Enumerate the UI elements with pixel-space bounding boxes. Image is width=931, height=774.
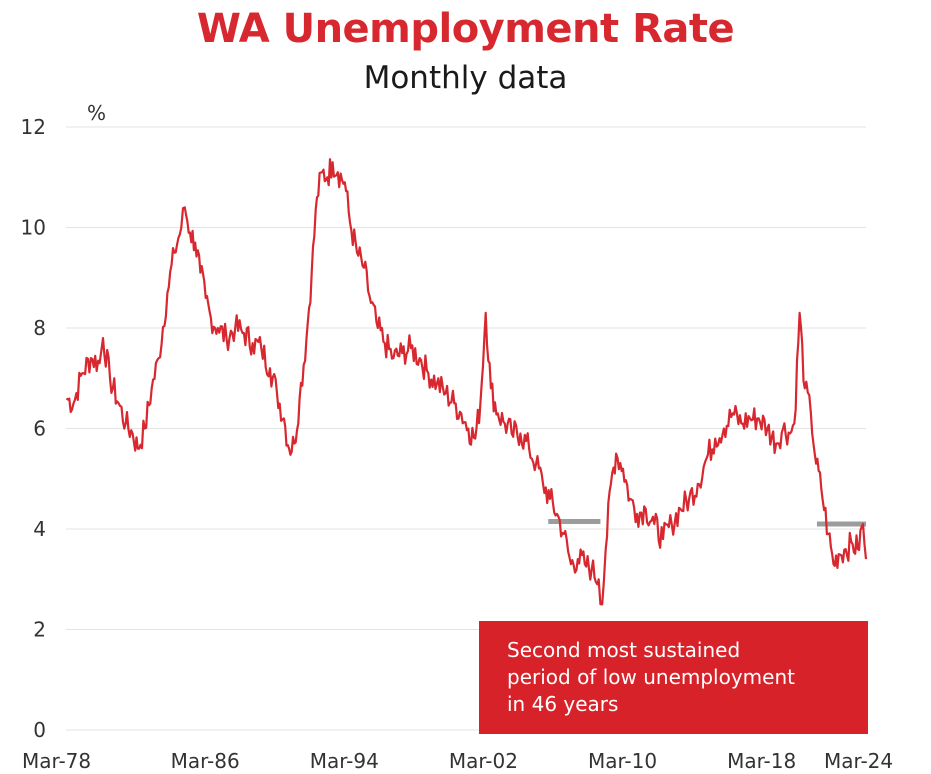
x-tick-label: Mar-18 bbox=[727, 749, 796, 773]
x-tick-label: Mar-10 bbox=[588, 749, 657, 773]
chart-title: WA Unemployment Rate bbox=[196, 6, 735, 52]
x-tick-label: Mar-94 bbox=[310, 749, 379, 773]
annotation-line: in 46 years bbox=[507, 692, 619, 716]
annotation-line: Second most sustained bbox=[507, 638, 741, 662]
y-tick-label: 6 bbox=[33, 417, 46, 441]
series-line bbox=[65, 158, 868, 606]
x-tick-label: Mar-86 bbox=[171, 749, 240, 773]
y-tick-label: 8 bbox=[33, 316, 46, 340]
annotation-box: Second most sustained period of low unem… bbox=[479, 621, 868, 734]
x-tick-label: Mar-02 bbox=[449, 749, 518, 773]
y-tick-label: 4 bbox=[33, 517, 46, 541]
annotation-line: period of low unemployment bbox=[507, 665, 795, 689]
y-tick-label: 10 bbox=[21, 216, 46, 240]
y-axis-unit: % bbox=[87, 101, 106, 125]
y-tick-label: 0 bbox=[33, 718, 46, 742]
x-tick-label: Mar-78 bbox=[22, 749, 91, 773]
chart-subtitle: Monthly data bbox=[363, 60, 568, 96]
y-tick-label: 12 bbox=[21, 115, 46, 139]
x-tick-label: Mar-24 bbox=[824, 749, 893, 773]
y-tick-label: 2 bbox=[33, 618, 46, 642]
